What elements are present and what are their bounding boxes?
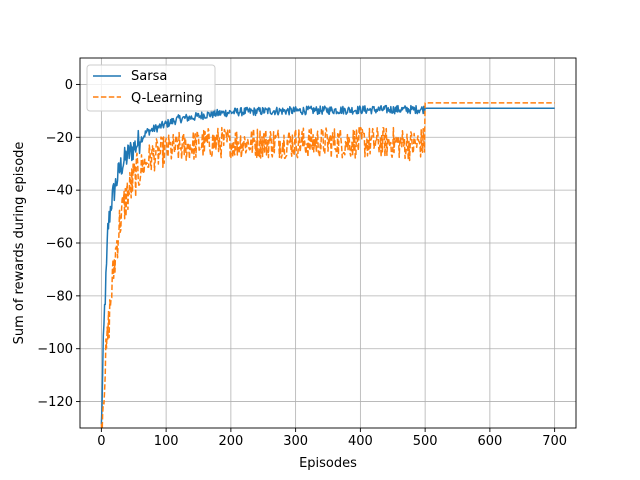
legend: Sarsa Q-Learning (86, 64, 216, 112)
x-tick-label-400: 400 (348, 434, 373, 449)
series-line-q-learning (100, 102, 555, 428)
legend-label-sarsa: Sarsa (131, 69, 167, 84)
y-tick-label--100: −100 (37, 342, 73, 357)
series-layer (100, 102, 555, 428)
y-tick-label-0: 0 (65, 78, 73, 93)
x-axis: 0 100 200 300 400 500 600 700 (97, 428, 567, 449)
x-tick-label-100: 100 (154, 434, 179, 449)
y-tick-label--40: −40 (46, 184, 73, 199)
y-tick-label--120: −120 (37, 395, 73, 410)
x-axis-label: Episodes (299, 456, 357, 471)
series-line-sarsa (100, 104, 555, 424)
x-tick-label-700: 700 (542, 434, 567, 449)
y-tick-label--20: −20 (46, 131, 73, 146)
x-tick-label-200: 200 (218, 434, 243, 449)
y-axis-label: Sum of rewards during episode (12, 142, 27, 345)
y-tick-label--60: −60 (46, 237, 73, 252)
x-tick-label-600: 600 (477, 434, 502, 449)
x-tick-label-0: 0 (97, 434, 105, 449)
series-group (100, 102, 555, 428)
x-tick-label-300: 300 (283, 434, 308, 449)
x-tick-label-500: 500 (413, 434, 438, 449)
y-axis: −120 −100 −80 −60 −40 −20 0 (37, 78, 80, 410)
legend-label-q-learning: Q-Learning (131, 91, 203, 106)
y-tick-label--80: −80 (46, 289, 73, 304)
